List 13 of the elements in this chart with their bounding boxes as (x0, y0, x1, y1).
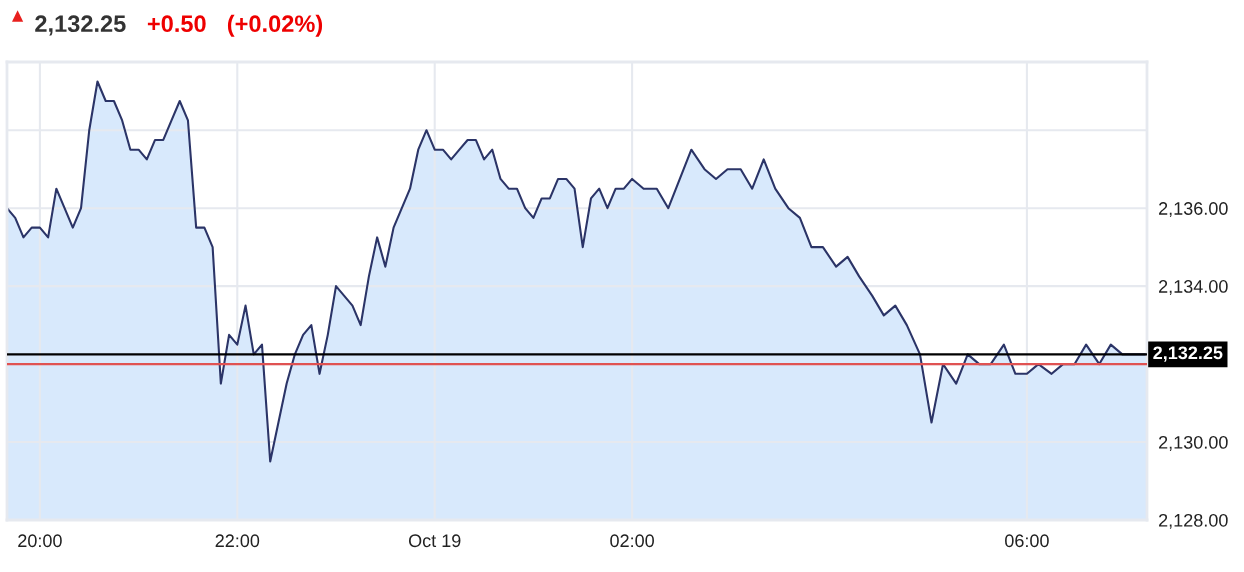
text: +0.50 (147, 15, 206, 33)
x-tick-label: Oct 19 (408, 534, 461, 548)
x-tick-label: 02:00 (610, 534, 654, 548)
x-tick-label: 20:00 (18, 534, 62, 548)
y-tick-label: 2,134.00 (1159, 280, 1228, 295)
ref-line-label: 2,132.25 (1153, 346, 1223, 362)
x-tick-label: 06:00 (1005, 534, 1049, 548)
chart-title: 2,132.25 (35, 15, 126, 36)
text: (+0.02%) (227, 14, 323, 37)
y-tick-label: 2,136.00 (1159, 202, 1228, 218)
y-tick-label: 2,128.00 (1159, 513, 1228, 529)
y-tick-label: 2,130.00 (1159, 435, 1228, 451)
x-tick-label: 22:00 (215, 534, 260, 548)
